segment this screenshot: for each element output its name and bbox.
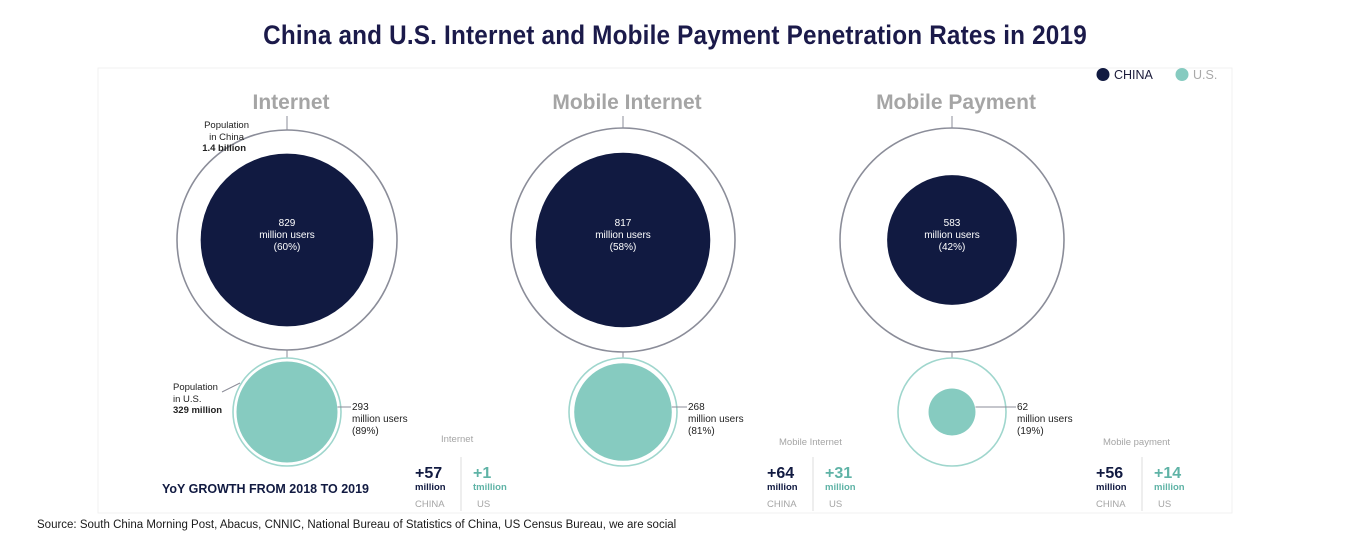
panel-title: Mobile Internet bbox=[552, 91, 701, 114]
us-users-percent: (19%) bbox=[1017, 426, 1044, 437]
china-growth-value: +56 bbox=[1096, 465, 1123, 482]
us-population-label-line1: Population bbox=[173, 382, 218, 393]
china-users-percent: (60%) bbox=[274, 242, 301, 253]
us-population-label-line2: in U.S. bbox=[173, 394, 202, 405]
china-users-unit: million users bbox=[924, 230, 980, 241]
china-users-bubble bbox=[887, 175, 1017, 305]
us-users-bubble bbox=[574, 363, 672, 461]
china-population-label-line1: Population bbox=[204, 120, 249, 131]
us-users-value: 62 bbox=[1017, 402, 1029, 413]
source-note: Source: South China Morning Post, Abacus… bbox=[37, 519, 677, 531]
us-users-percent: (89%) bbox=[352, 426, 379, 437]
us-growth-unit: million bbox=[1154, 482, 1185, 493]
china-growth-label: CHINA bbox=[767, 499, 797, 510]
us-growth-value: +1 bbox=[473, 465, 491, 482]
us-growth-value: +14 bbox=[1154, 465, 1181, 482]
us-users-unit: million users bbox=[688, 414, 744, 425]
china-growth-label: CHINA bbox=[415, 499, 445, 510]
china-growth-unit: million bbox=[767, 482, 798, 493]
us-population-pointer bbox=[221, 382, 241, 393]
china-growth-unit: million bbox=[1096, 482, 1127, 493]
legend-us-label: U.S. bbox=[1193, 68, 1217, 82]
us-users-unit: million users bbox=[1017, 414, 1073, 425]
china-users-percent: (42%) bbox=[939, 242, 966, 253]
china-population-label-value: 1.4 billion bbox=[202, 143, 246, 154]
china-population-ring bbox=[839, 127, 1065, 353]
us-users-percent: (81%) bbox=[688, 426, 715, 437]
china-users-unit: million users bbox=[595, 230, 651, 241]
panel-title: Mobile Payment bbox=[876, 91, 1036, 114]
us-growth-label: US bbox=[477, 499, 490, 510]
china-users-unit: million users bbox=[259, 230, 315, 241]
us-users-unit: million users bbox=[352, 414, 408, 425]
china-population-ring bbox=[176, 129, 398, 351]
growth-caption: Mobile payment bbox=[1103, 437, 1170, 448]
us-population-ring bbox=[568, 357, 678, 467]
us-users-value: 268 bbox=[688, 402, 705, 413]
us-users-value: 293 bbox=[352, 402, 369, 413]
us-growth-unit: tmillion bbox=[473, 482, 507, 493]
china-population-label-line2: in China bbox=[209, 132, 245, 143]
us-population-ring bbox=[897, 357, 1007, 467]
growth-caption: Mobile Internet bbox=[779, 437, 842, 448]
us-population-label-value: 329 million bbox=[173, 405, 222, 416]
growth-caption: Internet bbox=[441, 434, 474, 445]
legend-china-swatch bbox=[1096, 68, 1110, 81]
china-users-value: 817 bbox=[615, 218, 632, 229]
china-users-value: 583 bbox=[944, 218, 961, 229]
legend-us-swatch bbox=[1175, 68, 1189, 81]
panel-frame bbox=[97, 67, 1233, 514]
china-growth-label: CHINA bbox=[1096, 499, 1126, 510]
china-users-value: 829 bbox=[279, 218, 296, 229]
us-growth-label: US bbox=[1158, 499, 1171, 510]
yoy-growth-label: YoY GROWTH FROM 2018 TO 2019 bbox=[162, 482, 369, 496]
us-growth-label: US bbox=[829, 499, 842, 510]
china-growth-value: +64 bbox=[767, 465, 794, 482]
china-population-ring bbox=[510, 127, 736, 353]
china-growth-value: +57 bbox=[415, 465, 442, 482]
panel-title: Internet bbox=[252, 91, 329, 114]
china-growth-unit: million bbox=[415, 482, 446, 493]
us-growth-unit: million bbox=[825, 482, 856, 493]
legend: CHINA U.S. bbox=[1096, 68, 1217, 82]
us-growth-value: +31 bbox=[825, 465, 852, 482]
us-users-bubble bbox=[236, 361, 338, 463]
china-users-bubble bbox=[535, 152, 711, 328]
china-users-bubble bbox=[200, 153, 374, 327]
chart-title: China and U.S. Internet and Mobile Payme… bbox=[263, 20, 1087, 50]
us-population-ring bbox=[232, 357, 342, 467]
legend-china-label: CHINA bbox=[1114, 68, 1154, 82]
us-users-bubble bbox=[928, 388, 976, 436]
china-users-percent: (58%) bbox=[610, 242, 637, 253]
